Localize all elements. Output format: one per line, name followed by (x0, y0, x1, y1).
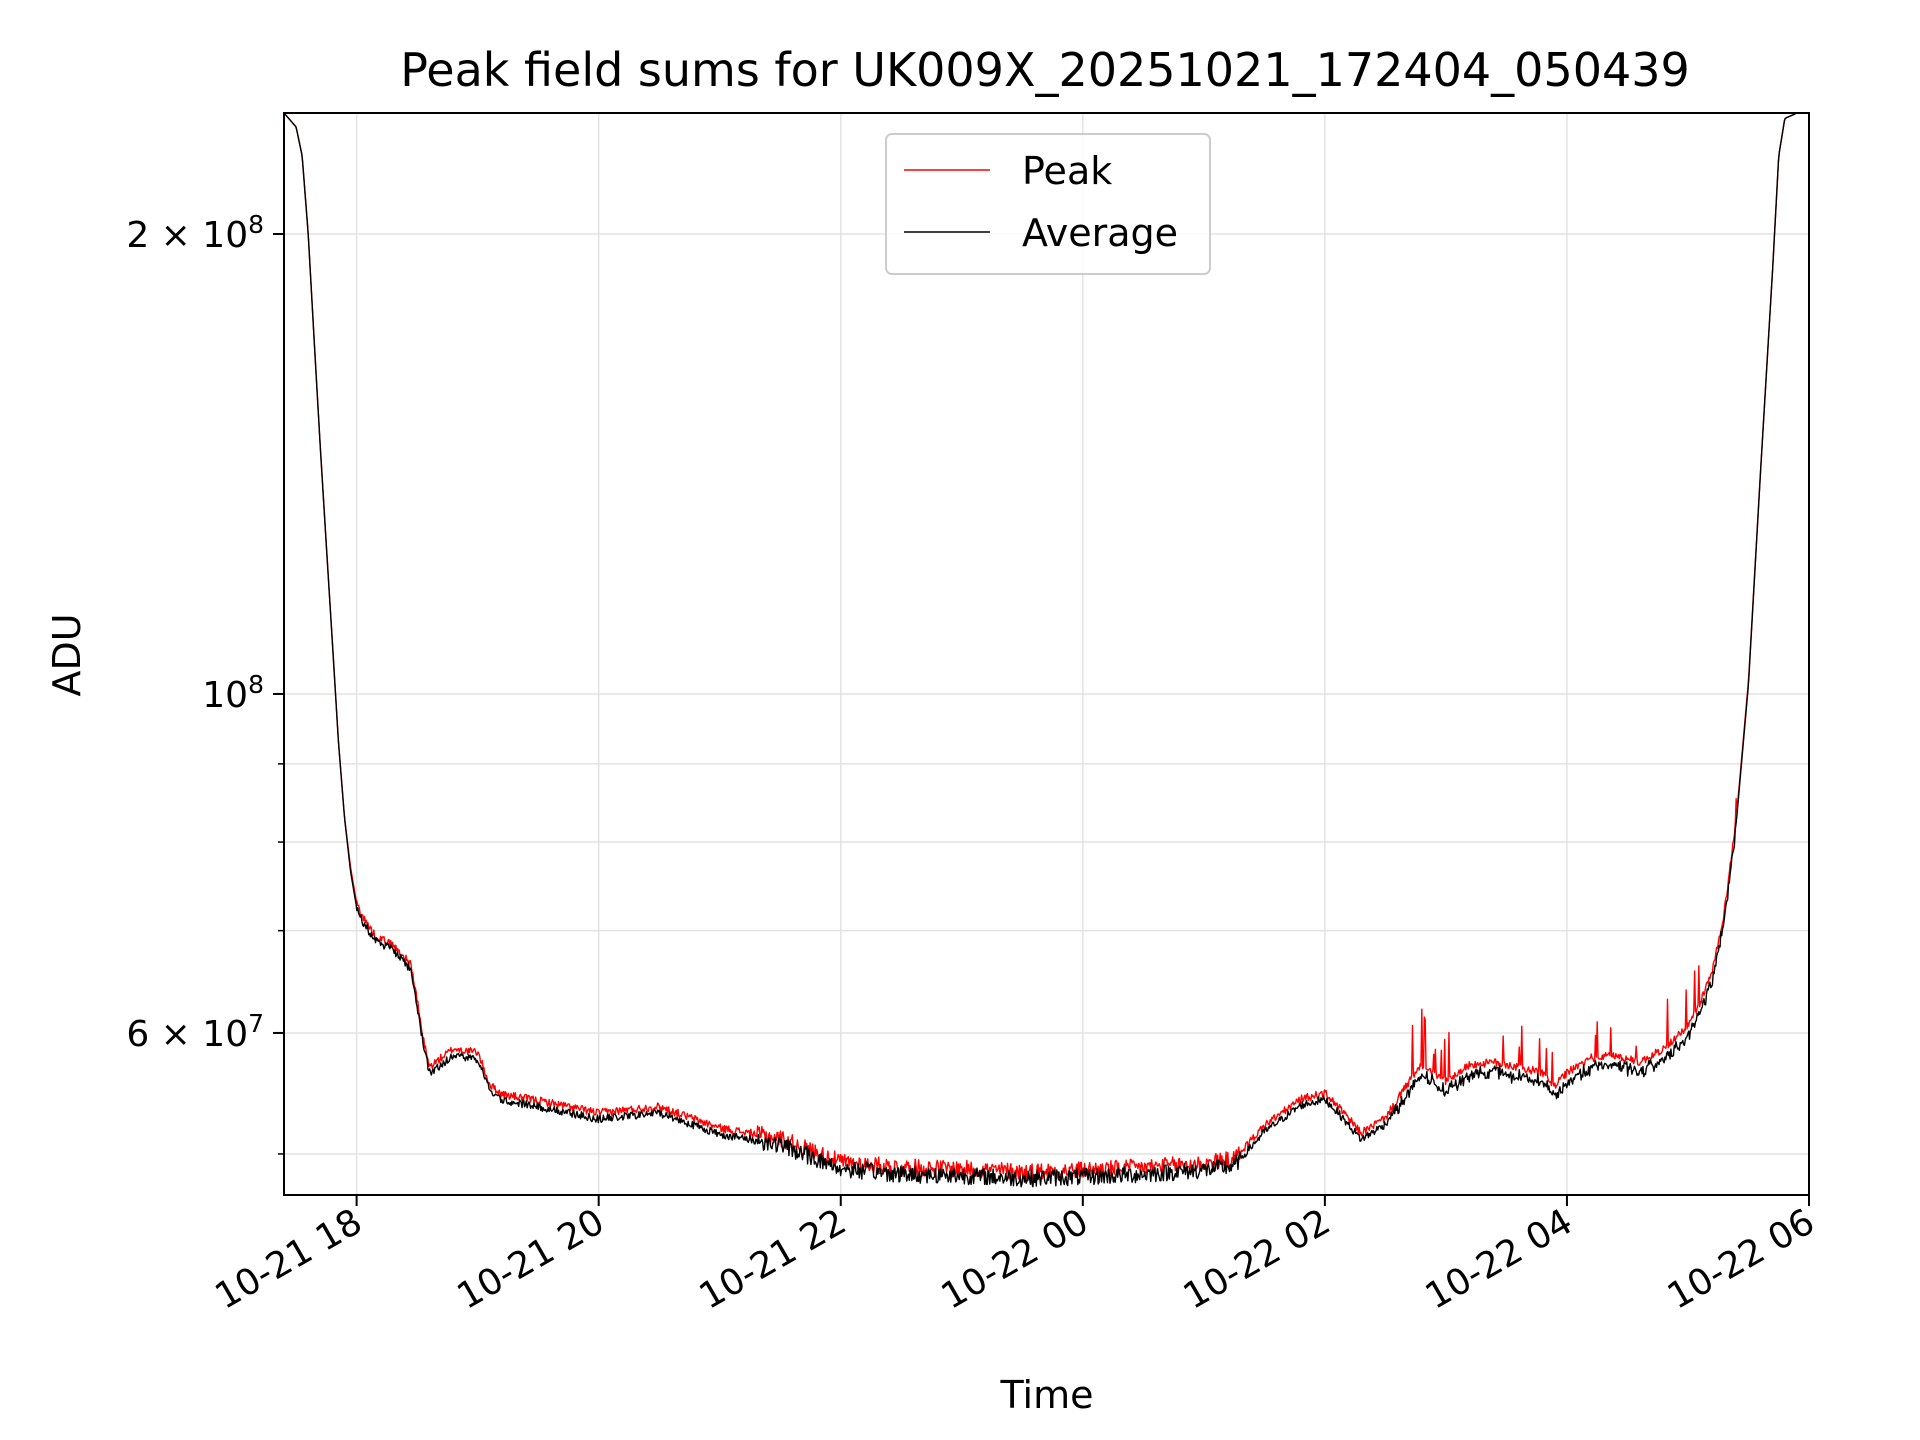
legend-peak-label: Peak (1022, 149, 1112, 193)
y-axis-title: ADU (45, 613, 89, 696)
legend: Peak Average (885, 133, 1211, 275)
y-tick-label: 108 (202, 670, 264, 716)
plot-area (284, 113, 1809, 1188)
y-tick-label: 2 × 108 (126, 210, 264, 256)
y-axis: 2 × 108 108 6 × 107 (126, 210, 284, 1155)
series-peak-line (284, 113, 1809, 1181)
chart-title: Peak field sums for UK009X_20251021_1724… (400, 43, 1690, 97)
series-average-line (284, 113, 1809, 1188)
x-axis-title: Time (1000, 1373, 1094, 1417)
y-tick-label: 6 × 107 (126, 1009, 264, 1055)
legend-average-label: Average (1022, 211, 1178, 255)
grid (284, 113, 1810, 1195)
plot-frame (283, 112, 1810, 1196)
legend-box (885, 133, 1211, 275)
